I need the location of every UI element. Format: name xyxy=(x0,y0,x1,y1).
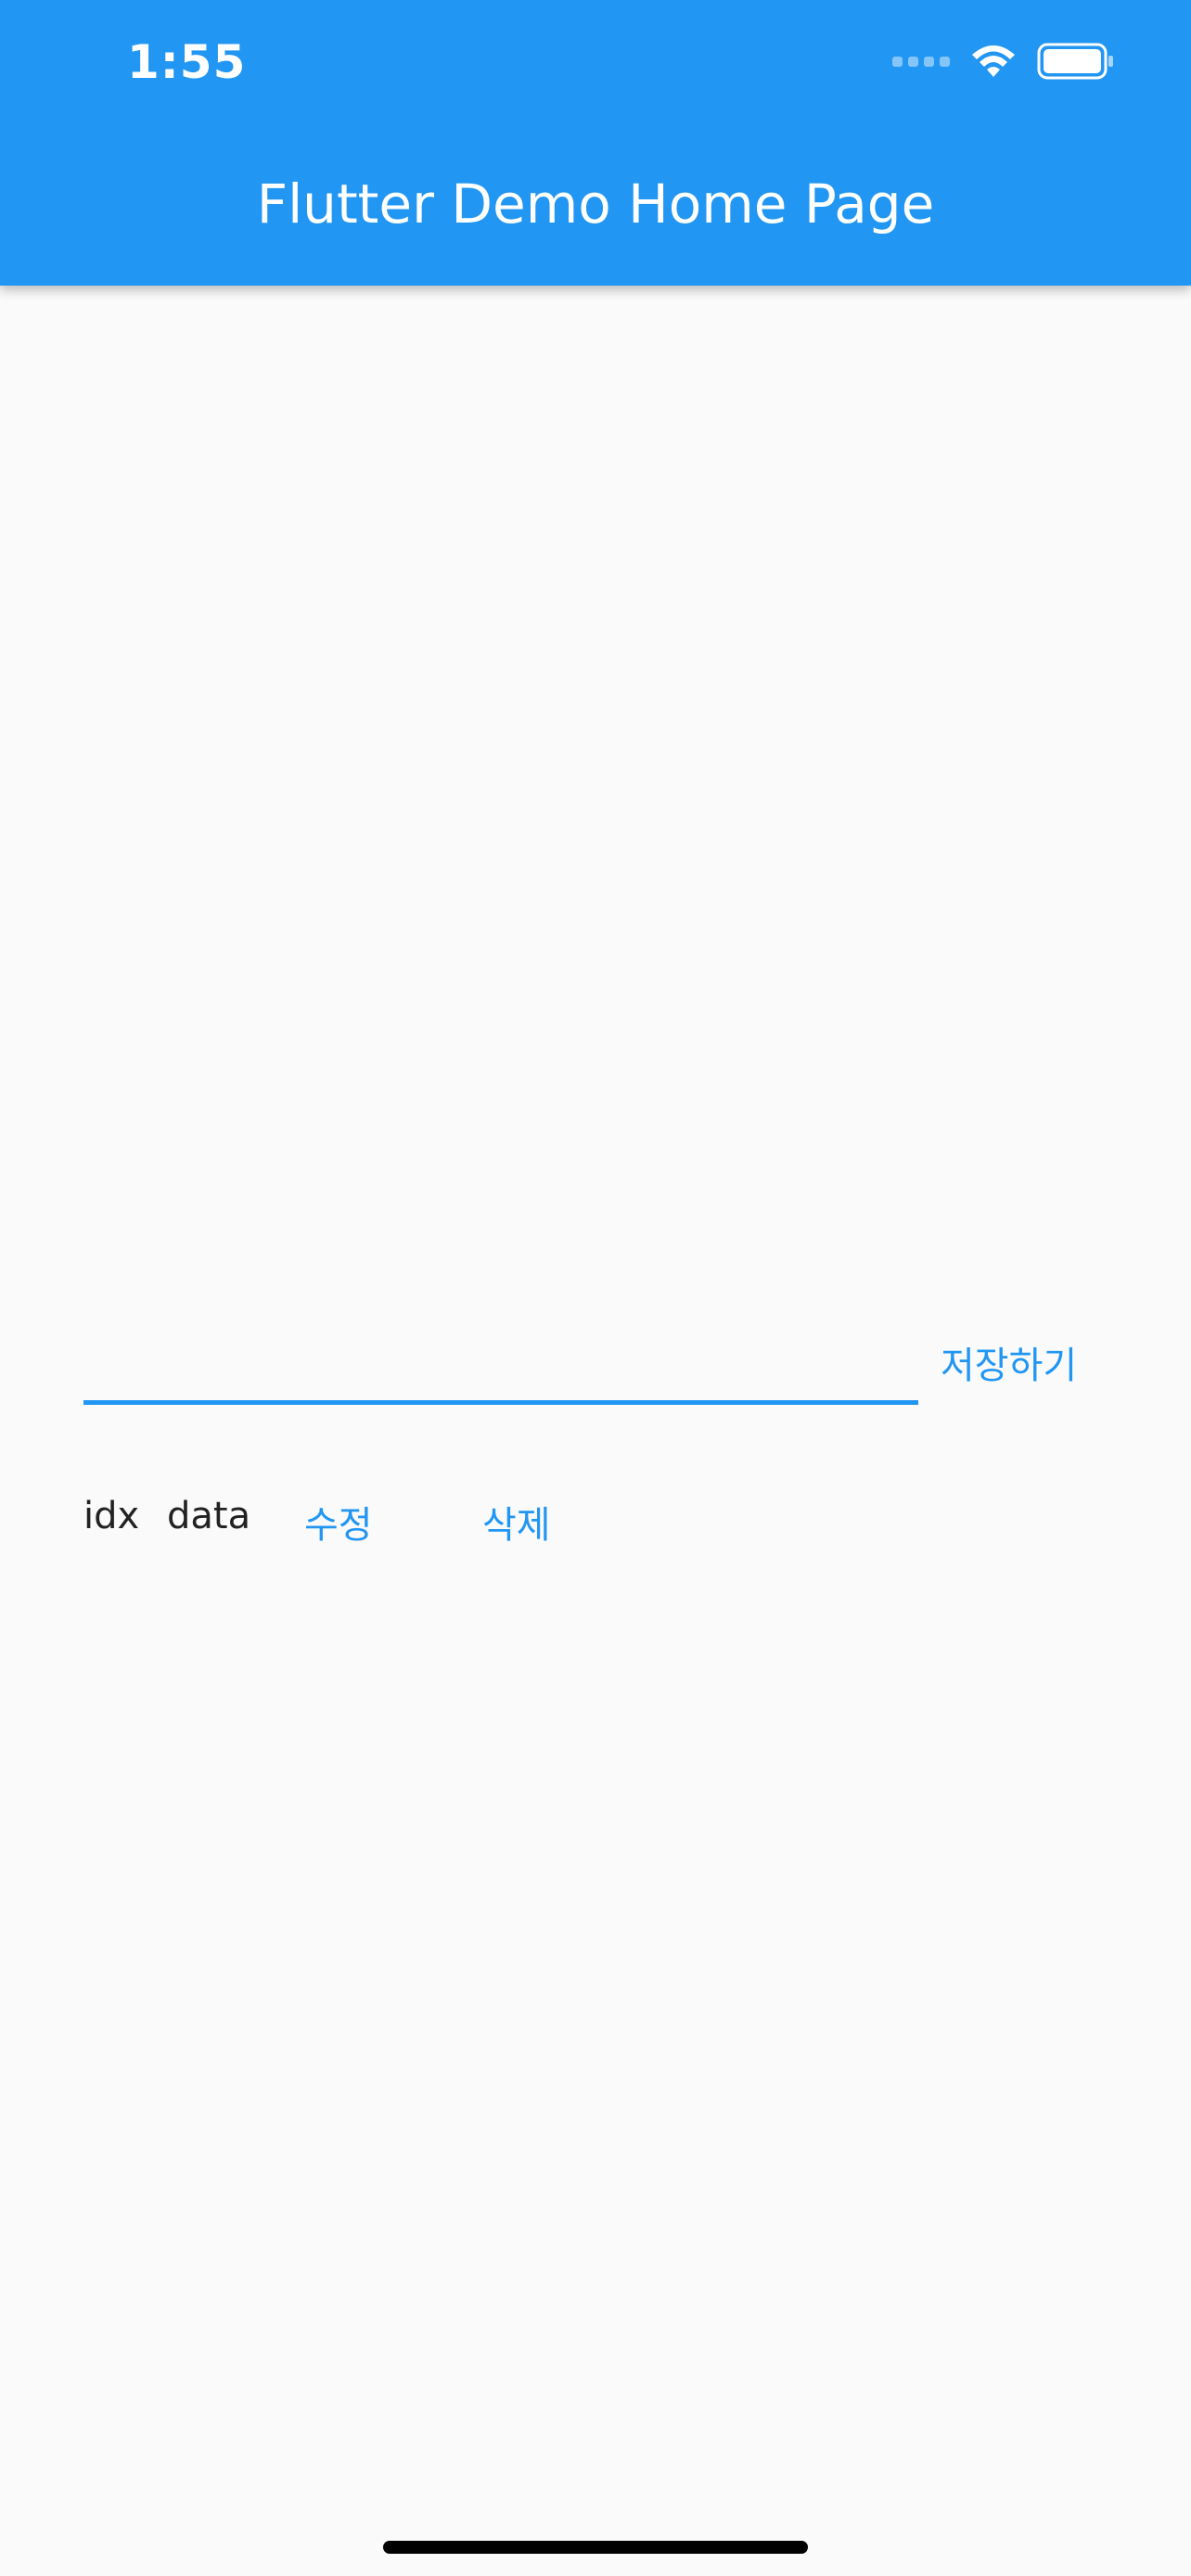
signal-icon xyxy=(892,56,950,67)
delete-button[interactable]: 삭제 xyxy=(482,1504,551,1547)
battery-icon xyxy=(1037,43,1113,80)
home-indicator[interactable] xyxy=(383,2541,808,2554)
page-title: Flutter Demo Home Page xyxy=(256,172,935,236)
app-bar: 1:55 Flutter Demo Home Page xyxy=(0,0,1191,286)
edit-button[interactable]: 수정 xyxy=(304,1504,373,1547)
status-time: 1:55 xyxy=(127,35,247,89)
input-row: 저장하기 xyxy=(83,1307,1108,1409)
status-icons xyxy=(892,43,1115,80)
wifi-icon xyxy=(972,45,1015,77)
text-input[interactable] xyxy=(83,1307,918,1405)
save-button[interactable]: 저장하기 xyxy=(941,1345,1078,1387)
row-idx: idx xyxy=(83,1495,140,1537)
row-data: data xyxy=(167,1495,251,1537)
